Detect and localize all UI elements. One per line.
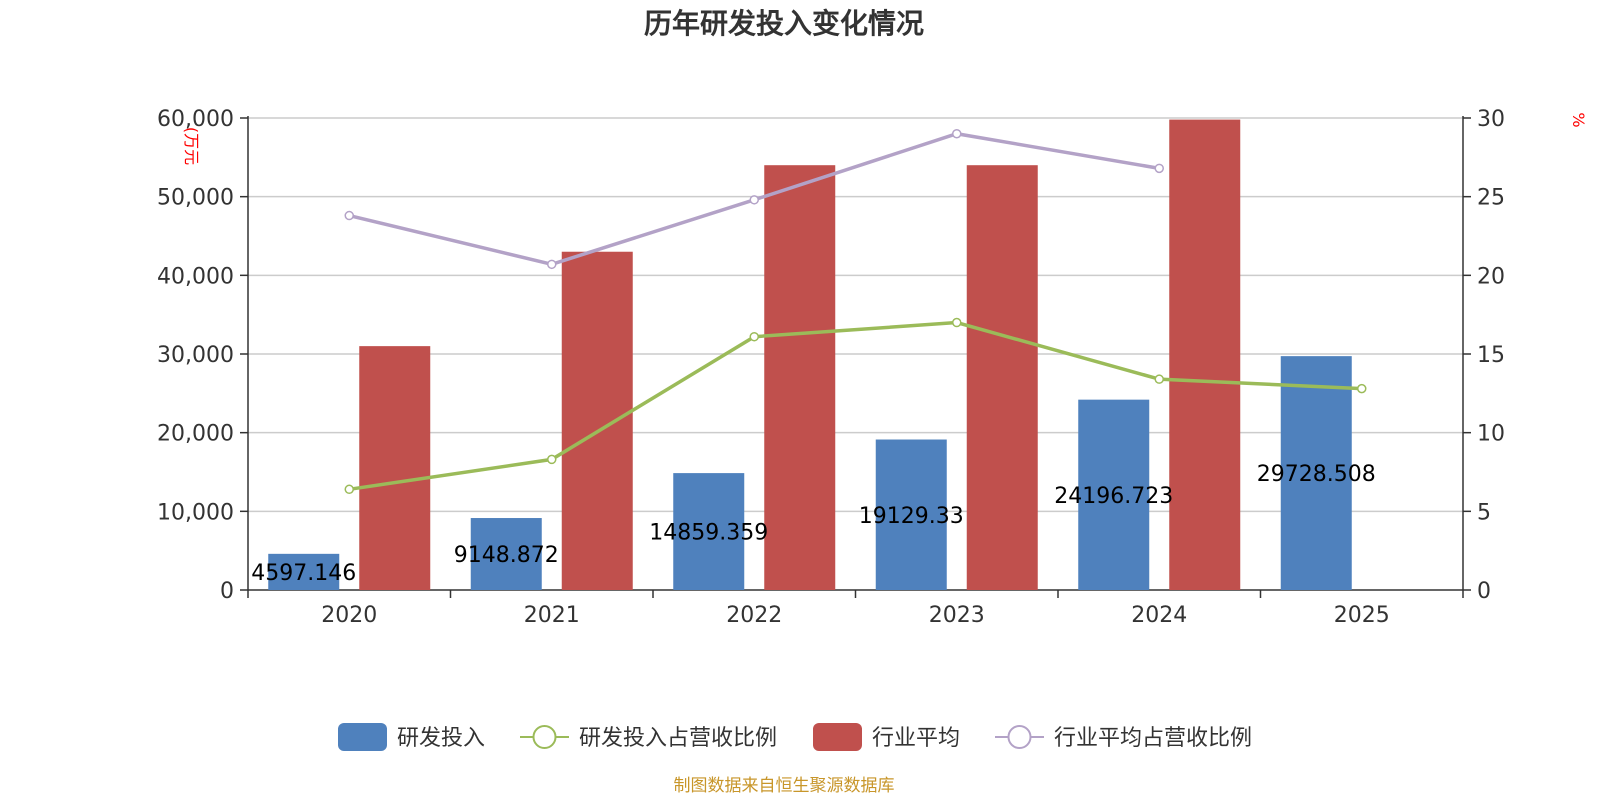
point-行业平均占营收比例 (952, 128, 962, 139)
bar-研发投入 (268, 553, 340, 590)
chart-title: 历年研发投入变化情况 (644, 7, 924, 40)
y-left-tick-label: 40,000 (157, 264, 234, 289)
data-label: 4597.146 (251, 561, 356, 586)
data-label: 14859.359 (649, 521, 768, 546)
bar-series-group (268, 119, 1352, 590)
legend-label: 研发投入 (397, 726, 485, 751)
legend-label: 研发投入占营收比例 (579, 726, 777, 751)
bar-行业平均 (359, 346, 431, 590)
y-right-tick-label: 20 (1477, 264, 1505, 289)
point-研发投入占营收比例 (749, 331, 759, 342)
data-label: 24196.723 (1054, 484, 1173, 509)
bar-行业平均 (561, 251, 633, 590)
y-left-tick-label: 10,000 (157, 500, 234, 525)
y-left-tick-label: 30,000 (157, 343, 234, 368)
x-tick-label: 2021 (524, 603, 580, 628)
y-right-tick-label: 0 (1477, 579, 1491, 604)
legend-marker-研发投入占营收比例 (532, 725, 557, 749)
x-tick-label: 2022 (726, 603, 782, 628)
line-研发投入占营收比例 (348, 320, 1362, 492)
bar-行业平均 (764, 165, 836, 590)
point-行业平均占营收比例 (547, 259, 557, 270)
bar-研发投入 (1078, 399, 1150, 590)
point-研发投入占营收比例 (344, 484, 354, 495)
y-right-unit-label: % (1569, 112, 1588, 127)
y-right-tick-label: 30 (1477, 107, 1505, 132)
data-label-group: 4597.146 9148.872 14859.359 19129.33 24196.7… (251, 462, 1375, 586)
y-right-tick-label: 10 (1477, 422, 1505, 447)
bar-研发投入 (875, 439, 947, 590)
bar-研发投入 (1280, 356, 1352, 590)
point-研发投入占营收比例 (1357, 383, 1367, 394)
x-tick-label: 2020 (321, 603, 377, 628)
axes: 0 10,000 20,000 30,000 40,000 50,000 60,000 0 5 1… (157, 107, 1588, 628)
y-right-tick-label: 15 (1477, 343, 1505, 368)
line-series-group (344, 128, 1367, 495)
source-note: 制图数据来自恒生聚源数据库 (674, 776, 895, 796)
bar-行业平均 (1169, 119, 1241, 590)
y-left-unit-label: (万元 (182, 127, 201, 165)
x-tick-label: 2024 (1131, 603, 1187, 628)
legend-swatch-研发投入 (338, 723, 387, 751)
y-right-tick-label: 25 (1477, 186, 1505, 211)
gridlines (248, 117, 1463, 513)
bar-行业平均 (966, 165, 1038, 590)
y-left-tick-label: 0 (220, 579, 234, 604)
data-label: 19129.33 (859, 504, 964, 529)
point-研发投入占营收比例 (952, 317, 962, 328)
bar-研发投入 (470, 518, 542, 590)
bar-研发投入 (673, 473, 745, 590)
legend-marker-行业平均占营收比例 (1007, 725, 1032, 749)
point-行业平均占营收比例 (1154, 163, 1164, 174)
data-label: 29728.508 (1257, 462, 1376, 487)
point-行业平均占营收比例 (344, 210, 354, 221)
x-tick-label: 2023 (929, 603, 985, 628)
legend-label: 行业平均占营收比例 (1054, 726, 1252, 751)
data-label: 9148.872 (454, 543, 559, 568)
x-tick-label: 2025 (1334, 603, 1390, 628)
legend: 研发投入 研发投入占营收比例 行业平均 行业平均占营收比例 (338, 723, 1252, 751)
y-left-tick-label: 20,000 (157, 422, 234, 447)
legend-swatch-行业平均 (813, 723, 862, 751)
point-研发投入占营收比例 (547, 454, 557, 465)
legend-label: 行业平均 (872, 726, 960, 751)
y-left-tick-label: 60,000 (157, 107, 234, 132)
point-研发投入占营收比例 (1154, 374, 1164, 384)
point-行业平均占营收比例 (749, 195, 759, 205)
y-left-tick-label: 50,000 (157, 186, 234, 211)
y-right-tick-label: 5 (1477, 500, 1491, 525)
